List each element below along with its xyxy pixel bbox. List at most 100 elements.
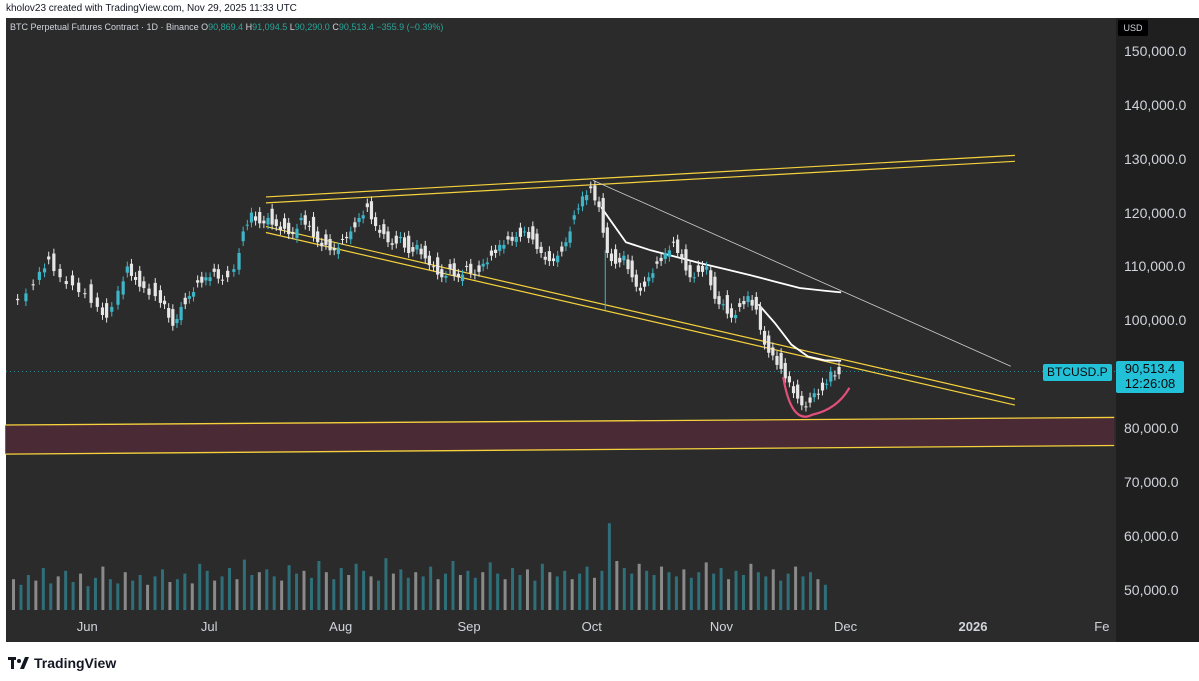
candle-body [378,229,382,233]
volume-bar [309,577,313,610]
legend-high-label: H [245,22,253,32]
candle-body [651,273,655,278]
candle-body [52,253,56,272]
candle-body [226,270,230,278]
candle-body [746,296,750,303]
time-tick-label: Oct [581,619,602,634]
volume-bar [101,566,105,610]
candle-body [452,263,456,276]
candle-body [638,287,643,291]
candle-body [340,238,345,240]
candle-body [266,217,270,225]
price-tick-label: 60,000.0 [1124,528,1179,545]
candle-body [676,239,680,253]
support-zone [5,417,1115,455]
time-tick-label: Nov [709,619,733,634]
volume-bar [801,576,805,610]
candle-body [634,274,638,287]
candle-body [754,296,758,310]
volume-bar [175,579,179,610]
volume-bar [771,569,775,610]
candle-body [320,242,324,247]
legend-close-label: C [332,22,339,32]
candle-body [83,293,87,295]
candle-body [423,245,427,259]
volume-bar [756,572,760,610]
volume-bar [727,579,731,610]
candle-body [642,281,647,287]
footer-brand[interactable]: TradingView [8,652,116,674]
symbol-tag[interactable]: BTCUSD.P [1043,364,1112,381]
candle-body [77,282,81,293]
candle-body [510,236,514,241]
volume-bar [317,561,321,610]
currency-badge[interactable]: USD [1118,20,1148,36]
volume-bar [272,576,276,610]
candle-body [167,307,171,318]
candle-body [663,253,667,259]
volume-bar [198,563,202,610]
volume-bar [12,579,16,610]
candle-body [175,319,179,324]
volume-bar [734,570,738,610]
candle-body [613,249,618,264]
candle-body [506,236,510,240]
volume-bar [205,570,209,610]
volume-bar [481,572,485,610]
candle-body [431,266,436,268]
volume-bar [630,573,634,610]
volume-bar [376,580,380,610]
candle-body [680,254,684,259]
candle-body [262,220,266,224]
volume-bar [116,583,120,610]
volume-bar [592,577,596,610]
candle-body [469,263,473,274]
candle-body [440,269,444,278]
candle-body [427,255,431,266]
candle-body [531,226,535,240]
volume-bar [228,568,232,610]
price-axis[interactable] [1116,18,1199,642]
candle-body [647,277,651,282]
candle-body [568,231,572,243]
candle-body [609,253,614,262]
candle-body [390,243,394,245]
candle-body [345,236,349,239]
volume-bar [645,570,649,610]
last-price-tag[interactable]: 90,513.4 12:26:08 [1116,361,1184,393]
candle-body [791,386,796,394]
price-tick-label: 130,000.0 [1124,150,1187,167]
last-price: 90,513.4 [1124,361,1176,376]
time-tick-label: 2026 [958,619,988,634]
candle-body [303,215,307,225]
candle-body [419,248,423,255]
candle-body [808,397,812,403]
candle-body [105,303,109,318]
volume-bar [637,563,641,610]
candle-body [589,186,593,189]
candle-body [804,406,808,408]
price-tick-label: 110,000.0 [1124,258,1186,275]
chart-canvas[interactable] [6,18,1116,642]
candle-body [725,295,729,314]
downtrend-line [592,179,1011,367]
candle-body [232,269,236,272]
candle-body [709,270,713,286]
volume-bar [324,572,328,610]
candle-body [361,215,365,219]
volume-bar [749,563,753,610]
candle-body [357,217,361,222]
ema-long-line [600,206,842,294]
candle-body [295,228,299,238]
candle-body [626,259,630,270]
volume-bar [332,579,336,610]
chart-header: kholov23 created with TradingView.com, N… [6,3,297,14]
price-tick-label: 140,000.0 [1124,96,1187,113]
volume-bar [220,576,224,610]
time-tick-label: Jul [200,619,218,634]
volume-bar [533,580,537,610]
candle-body [258,212,262,224]
volume-bar [26,575,30,610]
volume-bar [674,576,678,610]
time-tick-label: Aug [329,619,353,634]
